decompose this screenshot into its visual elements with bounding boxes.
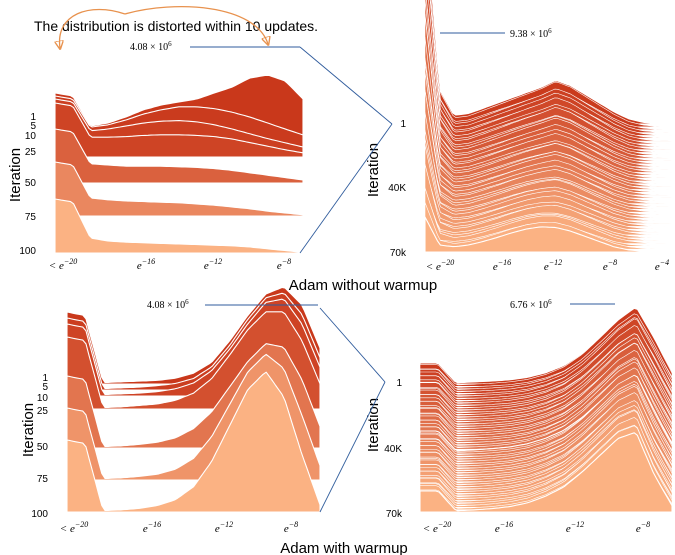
panel-bottom-right: Iteration 1 40K 70k < e−20 e−16 e−12 e−8 6.76 × …	[365, 298, 673, 535]
x-tick-label: e−12	[566, 520, 584, 535]
ridge-interpolated	[424, 202, 673, 250]
y-tick-label: 50	[37, 442, 49, 453]
y-tick-label: 100	[31, 509, 48, 520]
y-tick-label: 40K	[384, 444, 402, 455]
x-tick-label: < e−20	[426, 258, 454, 273]
y-tick-label: 5	[42, 382, 48, 393]
x-tick-label: e−8	[603, 258, 617, 273]
x-tick-label: e−8	[636, 520, 650, 535]
x-tick-label: e−8	[284, 520, 298, 535]
section-title-without-warmup: Adam without warmup	[289, 277, 437, 294]
y-tick-label: 10	[37, 393, 49, 404]
y-tick-label: 1	[42, 373, 48, 384]
y-tick-label: 40K	[388, 183, 406, 194]
annotation-arrow-left	[60, 8, 126, 48]
ridge-interpolated	[424, 37, 673, 182]
ridge-iteration-100	[66, 371, 321, 513]
ridge-iteration-75	[54, 161, 304, 217]
annotation-arrow-right	[124, 6, 268, 44]
y-tick-label: 100	[19, 246, 36, 257]
x-tick-label: < e−20	[423, 520, 451, 535]
x-tick-label: e−8	[277, 257, 291, 272]
peak-label: 6.76 × 106	[510, 298, 552, 311]
connector-lines-top	[299, 46, 393, 254]
peak-label: 9.38 × 106	[510, 27, 552, 40]
y-tick-label: 25	[37, 406, 49, 417]
y-axis-label: Iteration	[7, 148, 24, 202]
y-tick-label: 70k	[390, 248, 407, 259]
y-axis-label: Iteration	[20, 403, 37, 457]
x-tick-label: e−12	[215, 520, 233, 535]
section-title-with-warmup: Adam with warmup	[280, 540, 408, 555]
y-tick-label: 75	[37, 474, 49, 485]
x-tick-label: e−16	[137, 257, 155, 272]
peak-label: 4.08 × 106	[147, 298, 189, 311]
y-tick-label: 25	[25, 147, 37, 158]
y-tick-label: 1	[400, 119, 406, 130]
y-tick-label: 70k	[386, 509, 403, 520]
y-tick-label: 50	[25, 178, 37, 189]
ridge-iteration-70k	[424, 216, 673, 253]
x-tick-label: < e−20	[49, 257, 77, 272]
ridge-iteration-70k	[419, 432, 673, 513]
y-axis-label: Iteration	[365, 398, 382, 452]
y-tick-label: 10	[25, 131, 37, 142]
ridge-iteration-100	[54, 198, 304, 254]
x-tick-label: e−12	[544, 258, 562, 273]
y-tick-label: 1	[396, 378, 402, 389]
x-tick-label: e−16	[493, 258, 511, 273]
ridge-interpolated	[424, 189, 673, 241]
ridge-iteration-50	[54, 128, 304, 184]
y-tick-label: 1	[30, 112, 36, 123]
x-tick-label: e−12	[204, 257, 222, 272]
y-tick-label: 5	[30, 121, 36, 132]
annotation-text: The distribution is distorted within 10 …	[34, 18, 318, 34]
x-tick-label: e−4	[655, 258, 669, 273]
ridge-interpolated	[424, 0, 673, 165]
x-tick-label: e−16	[495, 520, 513, 535]
peak-label: 4.08 × 106	[130, 40, 172, 53]
panel-top-right: Iteration 1 40K 70k < e−20 e−16 e−12 e−8 e−4 9.38…	[365, 0, 673, 273]
ridge-interpolated	[424, 15, 673, 173]
y-axis-label: Iteration	[365, 143, 382, 197]
ridge-iteration-25	[54, 102, 304, 158]
y-tick-label: 75	[25, 212, 37, 223]
x-tick-label: e−16	[143, 520, 161, 535]
x-tick-label: < e−20	[60, 520, 88, 535]
connector-lines-bottom	[319, 307, 386, 513]
